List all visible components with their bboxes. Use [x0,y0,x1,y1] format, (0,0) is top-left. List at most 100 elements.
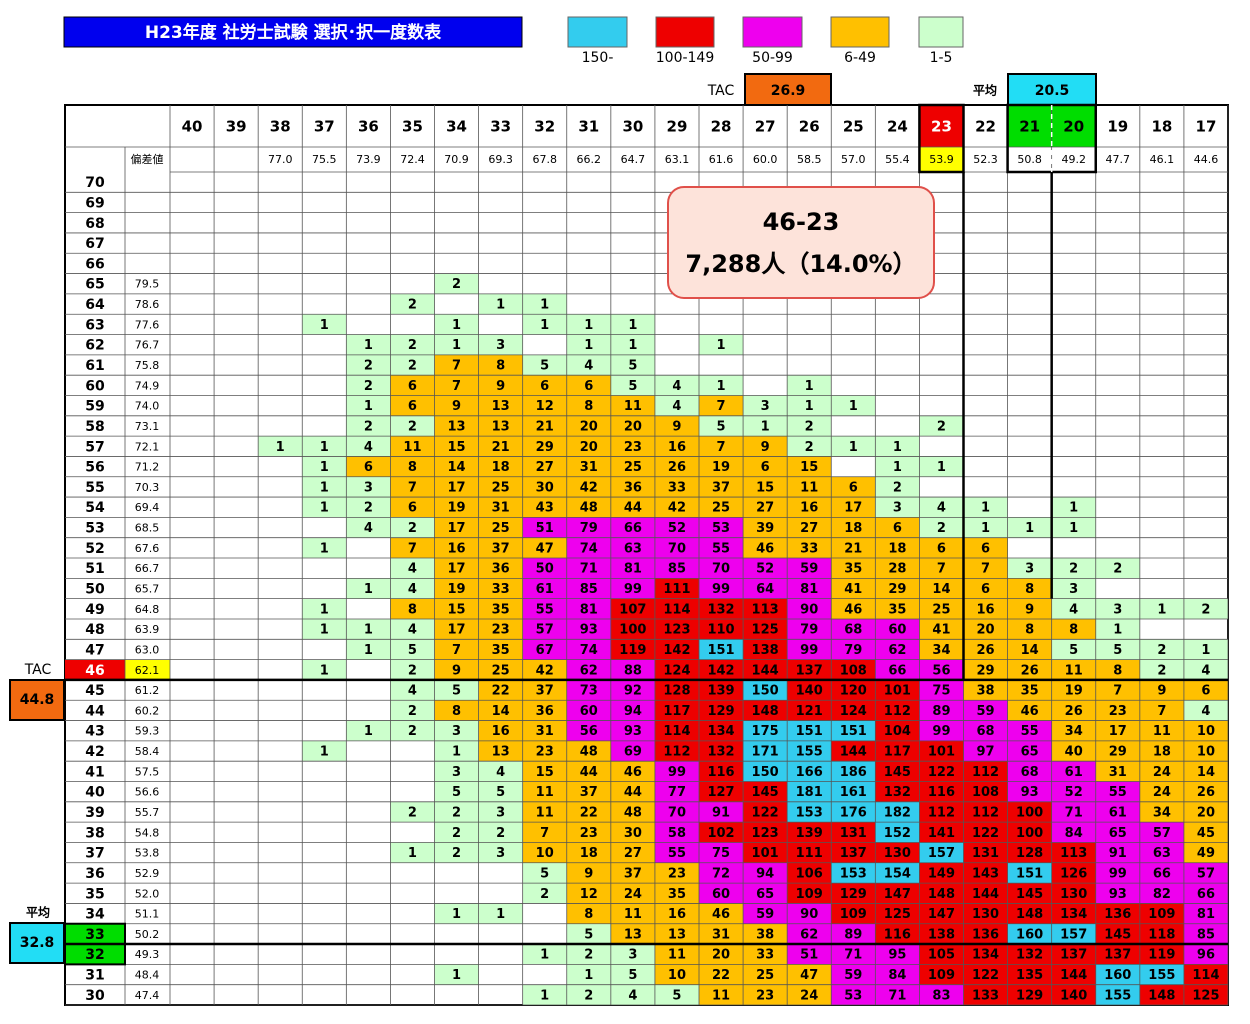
cell-fill [434,740,479,762]
tac-label: TAC [24,662,52,678]
cell-value: 4 [672,379,681,394]
cell-value: 38 [756,927,774,942]
cell-value: 112 [972,765,999,780]
cell-value: 20 [580,440,598,455]
cell-fill [610,639,655,660]
cell-fill [1095,781,1140,802]
cell-fill [787,537,832,559]
cell-value: 133 [972,988,999,1003]
cell-value: 5 [1069,643,1078,658]
cell-fill [743,497,788,518]
cell-fill [875,517,920,538]
col-header: 22 [975,118,996,136]
cell-fill [1007,639,1052,660]
cell-value: 5 [1113,643,1122,658]
cell-fill [302,497,347,518]
cell-value: 46 [1021,704,1039,719]
cell-value: 2 [496,826,505,841]
cell-value: 1 [628,338,637,353]
cell-value: 7 [452,379,461,394]
cell-value: 140 [1060,988,1087,1003]
cell-fill [1007,598,1052,619]
cell-fill [919,862,964,884]
cell-value: 6 [893,521,902,536]
cell-fill [1183,781,1228,802]
cell-fill [302,598,347,619]
cell-fill [875,558,920,579]
cell-fill [743,659,788,680]
cell-fill [1051,964,1096,985]
cell-value: 122 [972,826,999,841]
col-dev: 73.9 [356,153,381,166]
cell-fill [566,497,611,518]
cell-fill [654,903,699,924]
cell-fill [875,761,920,782]
cell-value: 79 [844,643,862,658]
cell-value: 155 [1148,968,1175,983]
cell-fill [743,801,788,823]
cell-value: 58 [668,826,686,841]
cell-value: 89 [932,704,950,719]
cell-value: 27 [756,501,774,516]
row-dev: 52.0 [135,887,160,900]
cell-fill [699,964,744,985]
row-dev: 47.4 [135,989,160,1002]
cell-fill [1051,903,1096,924]
cell-fill [566,314,611,335]
cell-fill [654,537,699,559]
cell-value: 69 [624,745,642,760]
cell-value: 17 [447,521,465,536]
cell-value: 35 [492,643,510,658]
cell-fill [522,354,567,376]
cell-value: 1 [540,298,549,313]
cell-value: 27 [536,460,554,475]
cell-value: 4 [408,562,417,577]
cell-value: 97 [976,745,994,760]
cell-fill [963,740,1008,762]
cell-value: 145 [884,765,911,780]
cell-value: 4 [1201,704,1210,719]
cell-fill [1183,923,1228,945]
cell-value: 1 [584,318,593,333]
cell-value: 1 [408,846,417,861]
cell-fill [699,862,744,884]
col-header: 38 [270,118,291,136]
cell-fill [831,740,876,762]
cell-fill [434,618,479,640]
cell-fill [1007,578,1052,599]
cell-value: 39 [756,521,774,536]
cell-value: 106 [796,866,823,881]
cell-value: 31 [536,724,554,739]
cell-fill [1007,740,1052,762]
cell-fill [699,334,744,355]
cell-value: 3 [1025,562,1034,577]
cell-value: 31 [580,460,598,475]
cell-value: 7 [1157,704,1166,719]
cell-fill [522,659,567,680]
cell-value: 109 [796,887,823,902]
row-header: 68 [85,216,104,232]
cell-fill [787,375,832,396]
cell-fill [875,781,920,802]
cell-fill [1183,801,1228,823]
col-header: 27 [755,118,776,136]
cell-value: 55 [1109,785,1127,800]
cell-fill [963,801,1008,823]
cell-value: 65 [756,887,774,902]
cell-value: 5 [540,359,549,374]
tac-label: TAC [707,83,735,99]
cell-value: 9 [1157,684,1166,699]
cell-fill [1139,598,1184,619]
cell-fill [1051,944,1096,965]
cell-fill [654,497,699,518]
cell-value: 117 [884,745,911,760]
cell-fill [610,497,655,518]
cell-value: 122 [928,765,955,780]
row-dev: 56.6 [135,786,160,799]
cell-fill [1183,740,1228,762]
cell-value: 7 [408,541,417,556]
cell-value: 1 [981,521,990,536]
cell-fill [302,314,347,335]
cell-fill [610,984,655,1005]
cell-fill [478,842,523,863]
